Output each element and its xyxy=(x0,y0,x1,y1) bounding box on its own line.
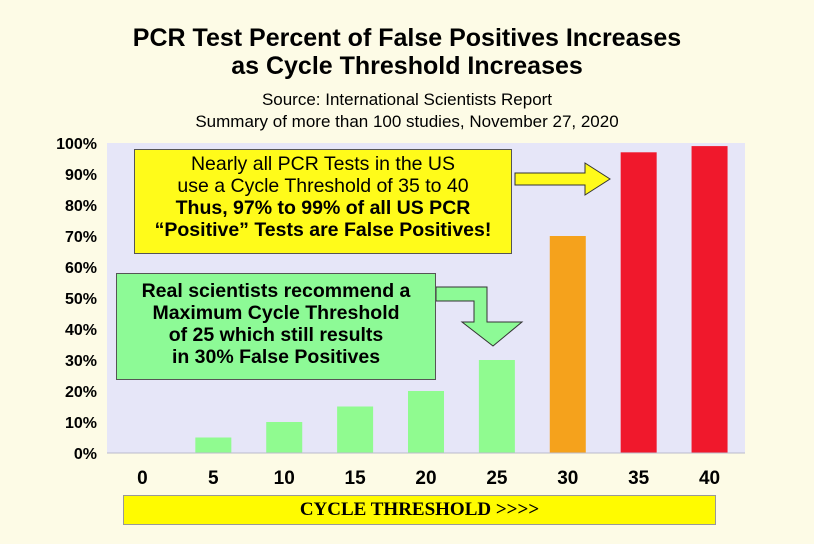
bar-ct-40 xyxy=(691,146,728,453)
arrow-to-25-bar xyxy=(435,286,524,347)
x-tick-label: 15 xyxy=(345,468,367,489)
callout-real-line-1: Real scientists recommend a xyxy=(141,280,411,302)
y-tick-label: 80% xyxy=(65,198,97,215)
arrow-to-35-bar xyxy=(514,162,611,196)
callout-us-tests: Nearly all PCR Tests in the US use a Cyc… xyxy=(134,149,512,254)
y-tick-label: 70% xyxy=(65,229,97,246)
x-tick-label: 10 xyxy=(274,468,295,489)
x-axis-title: CYCLE THRESHOLD >>>> xyxy=(123,495,716,525)
title-line-2: as Cycle Threshold Increases xyxy=(231,52,583,80)
summary-text: Summary of more than 100 studies, Novemb… xyxy=(195,112,619,131)
chart-title: PCR Test Percent of False Positives Incr… xyxy=(0,24,814,80)
x-tick-label: 0 xyxy=(137,468,148,489)
x-tick-label: 35 xyxy=(628,468,650,489)
y-tick-label: 100% xyxy=(56,136,97,153)
callout-us-line-3: Thus, 97% to 99% of all US PCR xyxy=(175,197,471,219)
callout-real-line-2: Maximum Cycle Threshold xyxy=(152,302,400,324)
y-tick-label: 50% xyxy=(65,291,97,308)
x-tick-label: 25 xyxy=(486,468,508,489)
bar-ct-10 xyxy=(266,422,303,453)
source-text: Source: International Scientists Report xyxy=(261,90,553,109)
callout-real-line-4: in 30% False Positives xyxy=(171,346,381,368)
bar-ct-30 xyxy=(549,236,586,453)
chart-subtitle: Source: International Scientists Report … xyxy=(0,89,814,133)
x-tick-label: 5 xyxy=(208,468,219,489)
y-tick-label: 0% xyxy=(74,446,97,463)
y-tick-label: 30% xyxy=(65,353,97,370)
y-tick-label: 60% xyxy=(65,260,97,277)
y-tick-label: 10% xyxy=(65,415,97,432)
y-tick-label: 90% xyxy=(65,167,97,184)
title-line-1: PCR Test Percent of False Positives Incr… xyxy=(132,24,682,52)
bar-ct-35 xyxy=(620,152,657,454)
y-tick-label: 40% xyxy=(65,322,97,339)
callout-real-scientists: Real scientists recommend a Maximum Cycl… xyxy=(116,273,436,380)
callout-us-line-2: use a Cycle Threshold of 35 to 40 xyxy=(177,175,469,197)
bar-ct-20 xyxy=(408,391,444,453)
callout-us-line-4: “Positive” Tests are False Positives! xyxy=(154,219,492,241)
y-tick-label: 20% xyxy=(65,384,97,401)
bar-ct-15 xyxy=(337,406,374,453)
bar-ct-5 xyxy=(195,437,232,453)
x-tick-label: 40 xyxy=(699,468,720,489)
callout-us-line-1: Nearly all PCR Tests in the US xyxy=(190,153,456,175)
bar-ct-25 xyxy=(478,360,515,453)
x-tick-label: 30 xyxy=(557,468,578,489)
callout-real-line-3: of 25 which still results xyxy=(168,324,384,346)
x-tick-label: 20 xyxy=(415,468,436,489)
